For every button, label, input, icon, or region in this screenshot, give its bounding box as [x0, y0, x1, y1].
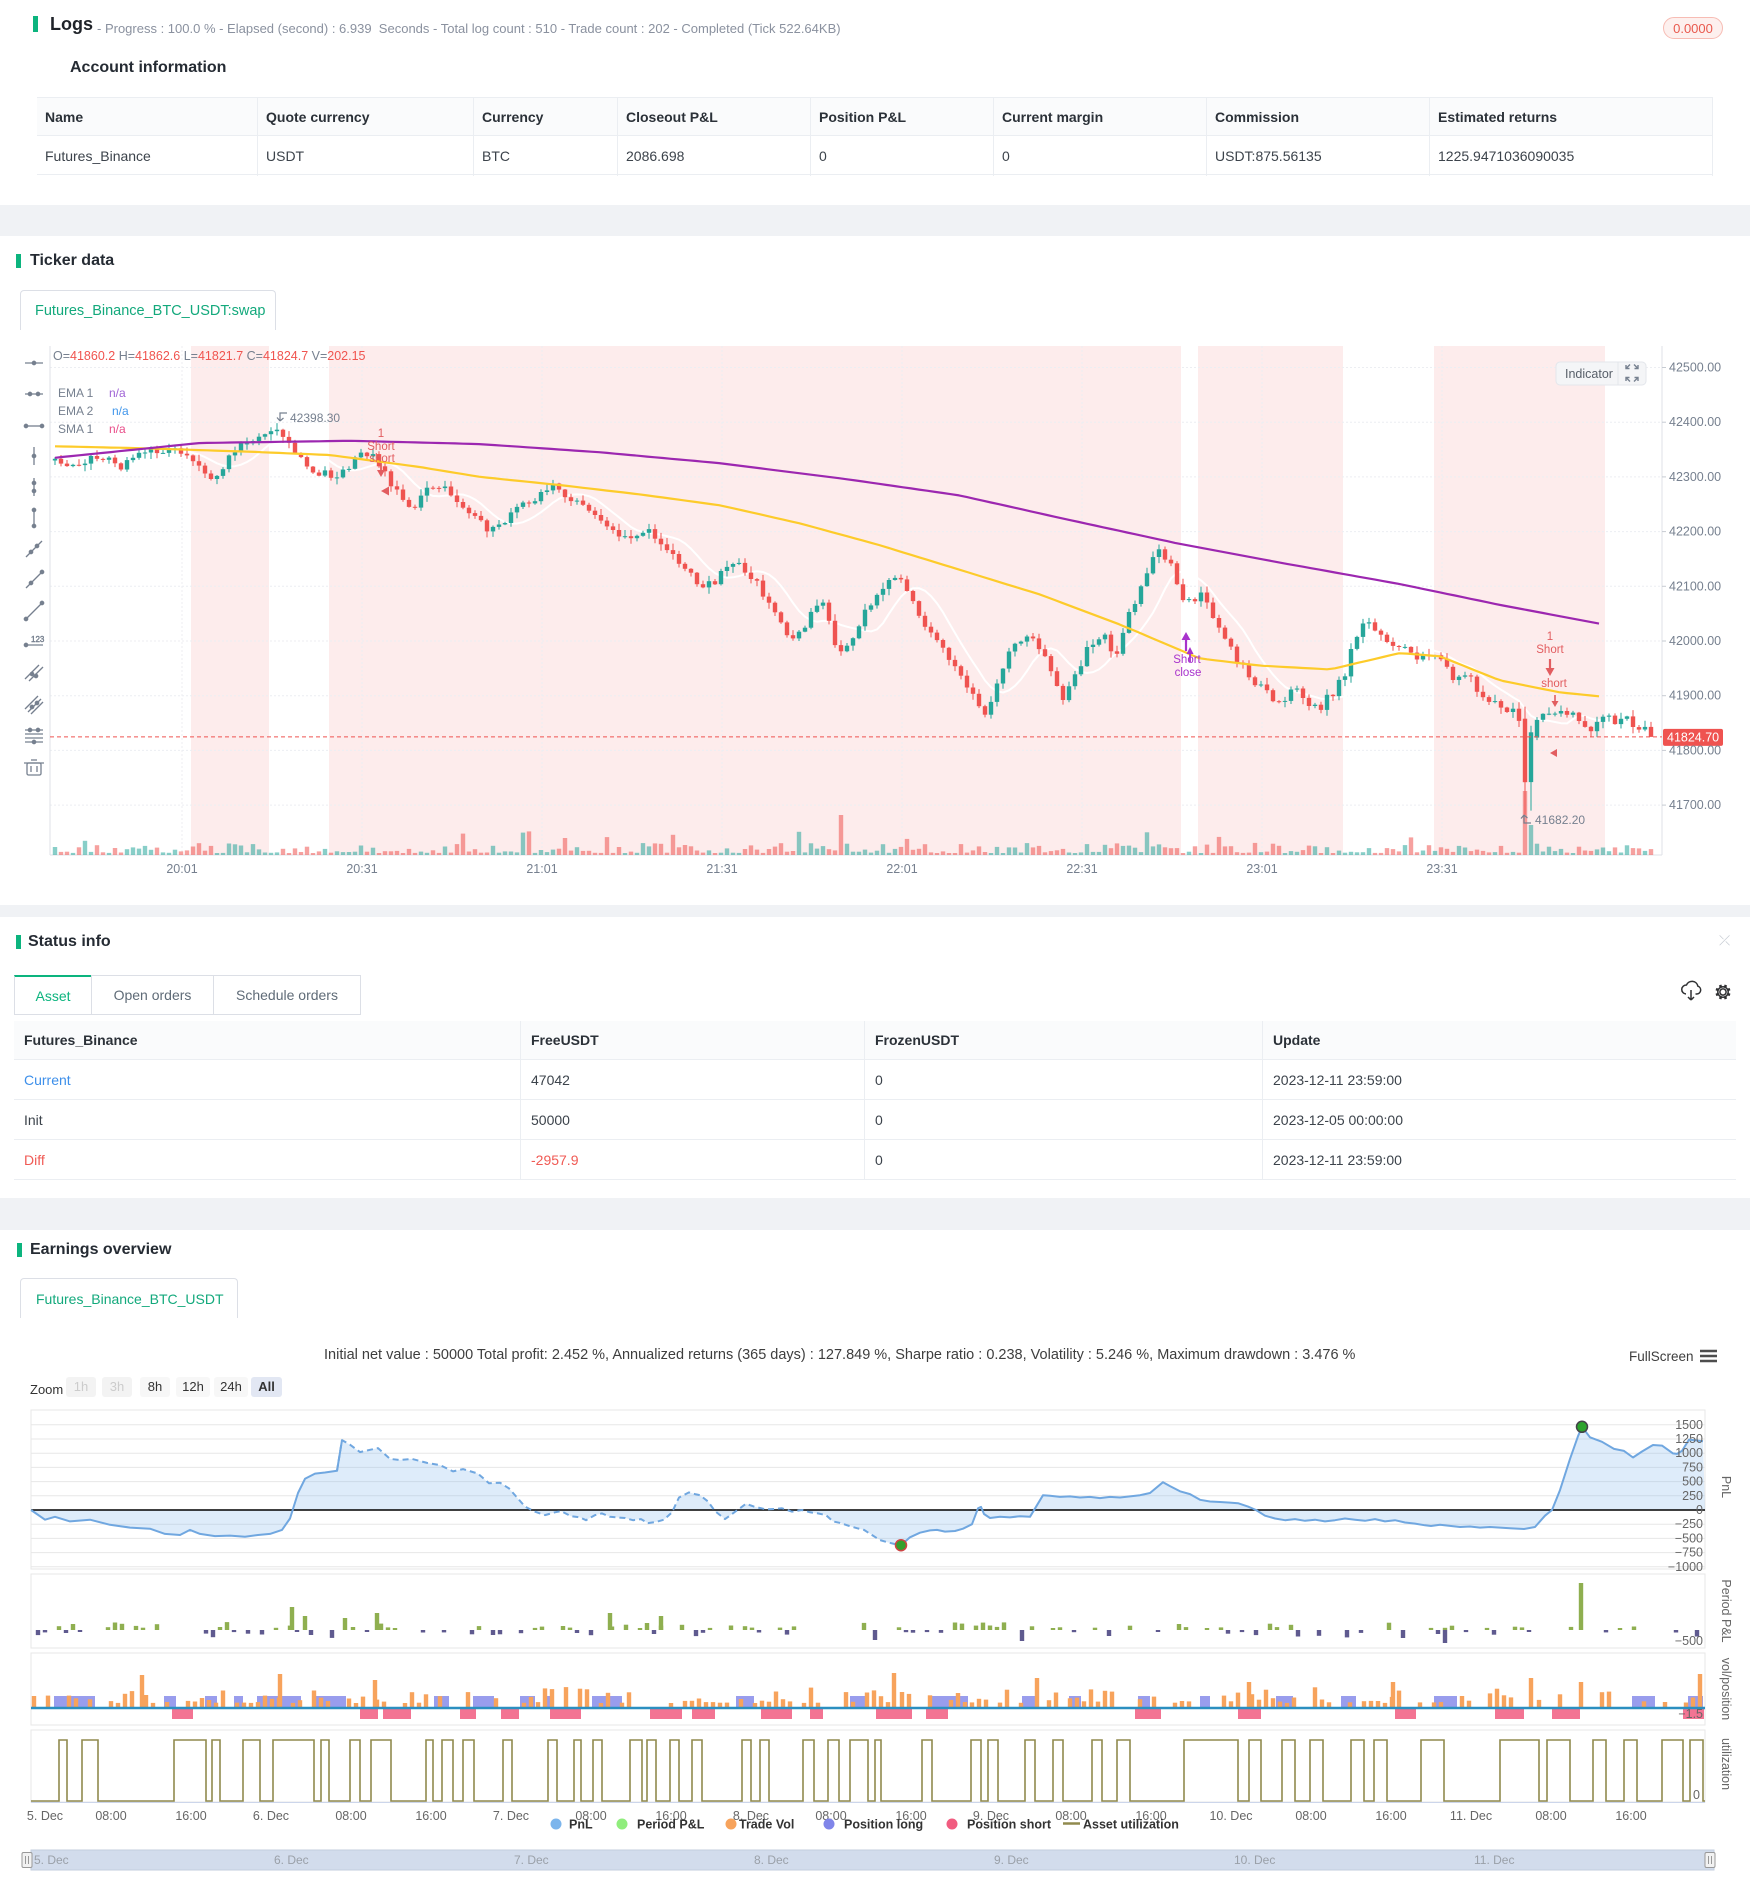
svg-text:1000: 1000	[1675, 1446, 1703, 1460]
svg-text:42200.00: 42200.00	[1669, 525, 1721, 539]
svg-text:08:00: 08:00	[1055, 1809, 1086, 1823]
svg-text:Period P&L: Period P&L	[637, 1818, 705, 1832]
svg-text:16:00: 16:00	[1135, 1809, 1166, 1823]
svg-text:42300.00: 42300.00	[1669, 470, 1721, 484]
svg-text:7. Dec: 7. Dec	[514, 1853, 549, 1867]
svg-text:short: short	[1541, 678, 1567, 690]
svg-text:5. Dec: 5. Dec	[34, 1853, 69, 1867]
svg-text:n/a: n/a	[109, 386, 126, 400]
svg-text:SMA 1: SMA 1	[58, 422, 94, 436]
svg-text:16:00: 16:00	[415, 1809, 446, 1823]
svg-text:−250: −250	[1675, 1517, 1703, 1531]
svg-text:8. Dec: 8. Dec	[754, 1853, 789, 1867]
svg-text:6. Dec: 6. Dec	[274, 1853, 309, 1867]
svg-text:7. Dec: 7. Dec	[493, 1809, 529, 1823]
svg-text:11. Dec: 11. Dec	[1474, 1853, 1514, 1867]
svg-text:O=41860.2 H=41862.6 L=41821.7: O=41860.2 H=41862.6 L=41821.7 C=41824.7 …	[53, 349, 366, 363]
svg-text:42000.00: 42000.00	[1669, 634, 1721, 648]
svg-text:42100.00: 42100.00	[1669, 579, 1721, 593]
svg-text:−1000: −1000	[1668, 1560, 1703, 1574]
svg-text:20:31: 20:31	[346, 862, 377, 876]
svg-text:16:00: 16:00	[1375, 1809, 1406, 1823]
svg-text:Position short: Position short	[967, 1818, 1052, 1832]
svg-text:−500: −500	[1675, 1531, 1703, 1545]
svg-text:Indicator: Indicator	[1565, 367, 1613, 381]
svg-text:750: 750	[1682, 1460, 1703, 1474]
svg-text:16:00: 16:00	[655, 1809, 686, 1823]
svg-text:22:31: 22:31	[1066, 862, 1097, 876]
svg-text:n/a: n/a	[109, 422, 126, 436]
svg-text:−500: −500	[1675, 1634, 1703, 1648]
svg-text:1: 1	[1547, 631, 1553, 643]
svg-text:Period P&L: Period P&L	[1719, 1579, 1733, 1642]
svg-text:5. Dec: 5. Dec	[27, 1809, 63, 1823]
svg-text:close: close	[1175, 667, 1202, 679]
svg-text:41900.00: 41900.00	[1669, 689, 1721, 703]
svg-text:PnL: PnL	[1719, 1476, 1733, 1498]
svg-text:short: short	[369, 453, 395, 465]
svg-text:8. Dec: 8. Dec	[733, 1809, 769, 1823]
svg-text:1: 1	[378, 428, 384, 440]
svg-text:9. Dec: 9. Dec	[973, 1809, 1009, 1823]
svg-text:16:00: 16:00	[175, 1809, 206, 1823]
svg-text:23:01: 23:01	[1246, 862, 1277, 876]
svg-text:42398.30: 42398.30	[290, 411, 340, 425]
svg-text:Short: Short	[1173, 654, 1201, 666]
svg-text:11. Dec: 11. Dec	[1450, 1809, 1492, 1823]
svg-text:Short: Short	[367, 441, 395, 453]
svg-text:PnL: PnL	[569, 1818, 593, 1832]
svg-text:9. Dec: 9. Dec	[994, 1853, 1029, 1867]
svg-text:10. Dec: 10. Dec	[1234, 1853, 1275, 1867]
svg-text:23:31: 23:31	[1426, 862, 1457, 876]
svg-text:1500: 1500	[1675, 1418, 1703, 1432]
svg-text:20:01: 20:01	[166, 862, 197, 876]
svg-text:41700.00: 41700.00	[1669, 798, 1721, 812]
svg-text:Trade Vol: Trade Vol	[739, 1818, 794, 1832]
svg-text:Position long: Position long	[844, 1818, 923, 1832]
svg-text:22:01: 22:01	[886, 862, 917, 876]
svg-text:08:00: 08:00	[815, 1809, 846, 1823]
svg-text:Short: Short	[1536, 644, 1564, 656]
svg-text:EMA 2: EMA 2	[58, 404, 94, 418]
svg-text:21:01: 21:01	[526, 862, 557, 876]
svg-text:16:00: 16:00	[1615, 1809, 1646, 1823]
svg-text:−1.5: −1.5	[1678, 1707, 1703, 1721]
svg-text:08:00: 08:00	[575, 1809, 606, 1823]
svg-text:utilization: utilization	[1719, 1738, 1733, 1790]
svg-text:vol/position: vol/position	[1719, 1658, 1733, 1721]
svg-text:500: 500	[1682, 1475, 1703, 1489]
svg-text:−750: −750	[1675, 1546, 1703, 1560]
svg-text:123: 123	[31, 635, 45, 644]
svg-text:42500.00: 42500.00	[1669, 361, 1721, 375]
svg-text:08:00: 08:00	[1535, 1809, 1566, 1823]
svg-text:0: 0	[1696, 1503, 1703, 1517]
svg-text:08:00: 08:00	[335, 1809, 366, 1823]
svg-text:16:00: 16:00	[895, 1809, 926, 1823]
svg-text:41824.70: 41824.70	[1667, 730, 1719, 744]
svg-text:08:00: 08:00	[1295, 1809, 1326, 1823]
svg-text:n/a: n/a	[112, 404, 129, 418]
svg-text:250: 250	[1682, 1489, 1703, 1503]
svg-text:Asset utilization: Asset utilization	[1083, 1818, 1179, 1832]
svg-text:10. Dec: 10. Dec	[1209, 1809, 1252, 1823]
svg-text:6. Dec: 6. Dec	[253, 1809, 289, 1823]
svg-text:41800.00: 41800.00	[1669, 743, 1721, 757]
svg-text:41682.20: 41682.20	[1535, 813, 1585, 827]
svg-text:EMA 1: EMA 1	[58, 386, 94, 400]
svg-text:08:00: 08:00	[95, 1809, 126, 1823]
svg-text:0: 0	[1693, 1788, 1700, 1802]
svg-text:42400.00: 42400.00	[1669, 415, 1721, 429]
svg-text:21:31: 21:31	[706, 862, 737, 876]
svg-text:1250: 1250	[1675, 1432, 1703, 1446]
